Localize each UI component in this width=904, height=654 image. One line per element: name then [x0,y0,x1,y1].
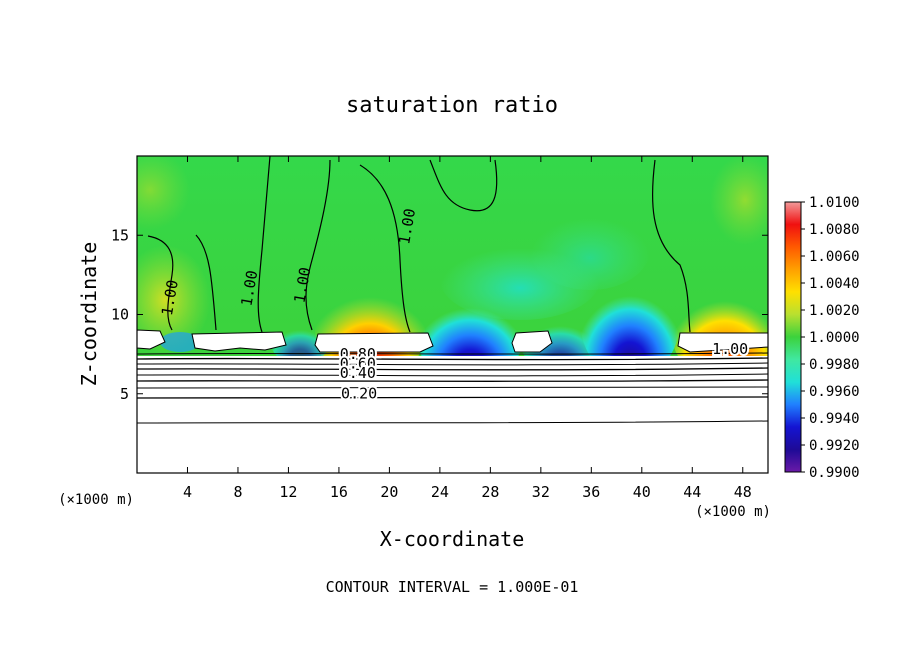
field-region-right-top [710,156,768,245]
contour-label: 1.00 [290,266,314,305]
contour-label: 1.00 [395,207,419,246]
field-region-left-warm [137,245,210,355]
contour-1-00-left [147,235,174,331]
colorbar-tick-label: 0.9980 [809,357,860,373]
contour-label: 1.00 [237,269,261,308]
colorbar-tick-label: 1.0100 [809,195,860,211]
contour-0-80 [136,357,769,361]
y-tick-label: 10 [111,306,129,324]
cloud-blob-4 [677,332,769,353]
cloud-blob-1 [191,331,287,352]
contour-1-00-e [429,159,498,212]
x-tick-label: 48 [734,483,752,501]
contour-1-00-b [257,155,271,333]
y-axis-ticks: 5 10 15 [111,226,768,403]
contour-interval-note: CONTOUR INTERVAL = 1.000E-01 [326,578,579,596]
colorbar-tick-label: 1.0040 [809,276,860,292]
contour-label: 1.00 [158,278,182,317]
x-tick-label: 36 [582,483,600,501]
x-tick-label: 28 [481,483,499,501]
field-region-cyan-2 [530,210,650,290]
contour-label: 1.00 [712,340,748,358]
plot-area: 1.00 1.00 1.00 1.00 1.00 0.80 0.60 0.40 … [111,155,769,501]
contour-0-30 [136,386,769,389]
colorbar-ticks: 1.0100 1.0080 1.0060 1.0040 1.0020 1.0000 0.99… [801,195,860,481]
x-tick-label: 44 [683,483,701,501]
contour-0-60 [136,367,769,371]
chart-title: saturation ratio [346,93,558,118]
x-tick-label: 12 [279,483,297,501]
x-tick-label: 4 [183,483,192,501]
y-tick-label: 5 [120,385,129,403]
x-axis-label: X-coordinate [380,527,525,551]
x-tick-label: 16 [330,483,348,501]
x-tick-label: 8 [233,483,242,501]
x-tick-label: 32 [532,483,550,501]
contour-label: 0.80 [340,345,376,363]
contour-label: 0.40 [340,364,376,382]
contour-0-40 [136,379,769,383]
contour-label: 0.20 [341,385,377,403]
contour-lines [147,155,691,333]
contour-1-00-d [359,164,411,333]
colorbar-tick-label: 0.9940 [809,411,860,427]
field-region-left-top [137,156,190,230]
contour-label: 0.60 [340,354,376,372]
contour-1-00-f [651,159,691,333]
cloud-blob-3 [511,330,553,353]
x-unit-left: (×1000 m) [58,492,134,508]
y-tick-label: 15 [111,226,129,244]
colorbar-tick-label: 1.0080 [809,222,860,238]
colorbar-tick-label: 1.0000 [809,330,860,346]
x-tick-label: 24 [431,483,449,501]
colorbar-tick-label: 1.0060 [809,249,860,265]
colorbar-tick-label: 1.0020 [809,303,860,319]
x-unit-right: (×1000 m) [695,504,771,520]
cloud-blob-2 [314,332,434,353]
colorbar-tick-label: 0.9920 [809,438,860,454]
colorbar: 1.0100 1.0080 1.0060 1.0040 1.0020 1.0000 0.99… [784,195,860,481]
x-axis-ticks: 4 8 12 16 20 24 28 32 36 40 44 48 [183,156,752,501]
contour-1-00-c [305,159,331,331]
contour-0-50 [136,373,769,377]
contour-0-70 [136,362,769,366]
contour-0-90 [136,352,769,355]
x-tick-label: 40 [633,483,651,501]
field-region-cyan-3 [160,332,200,352]
colorbar-tick-label: 0.9960 [809,384,860,400]
colorbar-fill [785,202,801,472]
colorbar-tick-label: 0.9900 [809,465,860,481]
cloud-blobs [136,329,769,353]
contour-0-10 [136,420,769,424]
x-tick-label: 20 [380,483,398,501]
contour-labels: 1.00 1.00 1.00 1.00 1.00 0.80 0.60 0.40 … [158,207,750,404]
contour-1-00-a [195,234,217,331]
y-axis-label: Z-coordinate [77,242,101,387]
